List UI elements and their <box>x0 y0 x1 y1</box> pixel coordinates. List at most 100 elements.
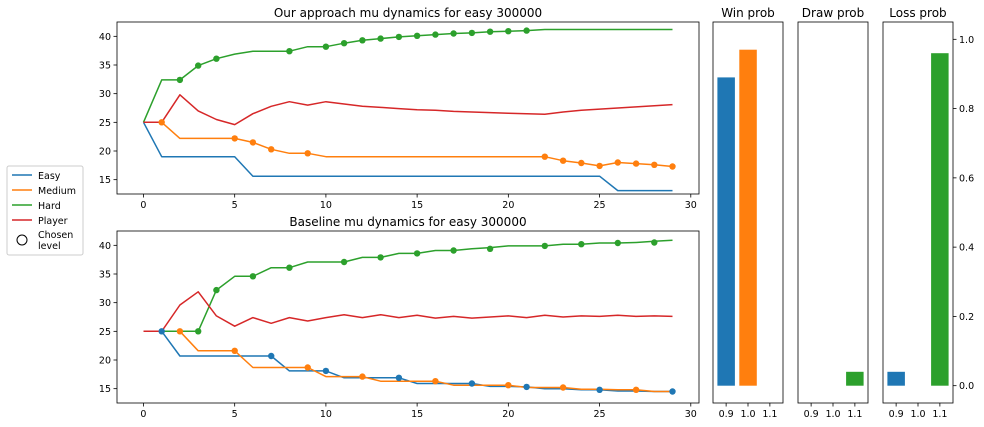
x-tick-label: 1.1 <box>932 409 947 420</box>
y-tick-label: 20 <box>99 147 111 158</box>
x-tick-label: 10 <box>320 409 332 420</box>
chosen-level-marker <box>268 352 275 360</box>
plot-title: Our approach mu dynamics for easy 300000 <box>274 6 542 20</box>
bottom-plot: Baseline mu dynamics for easy 300000 0 5 10… <box>99 215 700 420</box>
legend-chosen-label: Chosen level <box>38 230 73 252</box>
chosen-level-marker <box>559 157 567 164</box>
chosen-level-marker <box>231 135 238 142</box>
bar-plot-title: Draw prob <box>802 6 864 20</box>
bar-plot-title: Loss prob <box>889 6 946 20</box>
loss-bar-plot: Loss prob 0.9 1.0 1.1 0.0 0.2 0.4 0.6 0.8 1.0 <box>882 6 974 420</box>
chosen-level-marker <box>286 264 293 271</box>
chosen-level-marker <box>413 250 421 257</box>
y-tick-label: 0.2 <box>959 312 974 323</box>
win-bar-plot: Win prob 0.9 1.0 1.1 <box>712 6 784 420</box>
chosen-level-marker <box>359 37 366 44</box>
y-tick-label: 0.6 <box>959 173 974 184</box>
y-tick-label: 40 <box>99 241 111 252</box>
chosen-level-marker <box>268 146 275 153</box>
y-tick-label: 40 <box>99 32 111 43</box>
x-tick-label: 25 <box>594 200 606 211</box>
y-tick-label: 20 <box>99 356 111 367</box>
chosen-level-marker <box>596 162 603 170</box>
y-tick-label: 1.0 <box>959 35 974 46</box>
chosen-level-marker <box>432 378 439 385</box>
chosen-level-marker <box>340 258 348 266</box>
x-tick-label: 0.9 <box>719 409 734 420</box>
chosen-level-marker <box>614 239 621 247</box>
chosen-level-marker <box>249 273 257 280</box>
chosen-level-marker <box>578 241 585 248</box>
series-line-player <box>143 94 673 126</box>
chosen-level-marker <box>486 28 494 35</box>
y-tick-label: 30 <box>99 89 111 100</box>
x-tick-label: 25 <box>594 409 606 420</box>
chosen-level-marker <box>559 384 567 391</box>
chosen-level-marker <box>176 76 184 84</box>
chosen-level-marker <box>486 245 494 252</box>
chosen-level-marker <box>669 388 676 395</box>
chosen-level-marker <box>377 254 384 261</box>
series-line-easy <box>142 121 673 192</box>
chosen-level-marker <box>195 328 202 335</box>
x-tick-label: 1.0 <box>910 409 925 420</box>
chosen-level-marker <box>195 62 202 69</box>
legend-chosen-label-line: level <box>38 241 61 252</box>
chosen-level-marker <box>578 159 585 167</box>
legend-player-label: Player <box>38 216 68 227</box>
chosen-level-marker <box>249 139 257 146</box>
legend-chosen-marker-icon <box>16 234 28 246</box>
plot-frame <box>116 230 700 404</box>
chosen-level-marker <box>158 119 165 126</box>
x-tick-label: 0 <box>140 409 146 420</box>
plot-frame <box>116 21 700 195</box>
chosen-level-marker <box>304 364 311 371</box>
bar-plot-title: Win prob <box>721 6 775 20</box>
x-tick-label: 0 <box>140 200 146 211</box>
chosen-level-marker <box>286 48 293 55</box>
y-tick-label: 25 <box>99 118 111 129</box>
x-tick-label: 20 <box>502 200 514 211</box>
series-line-hard <box>142 28 673 123</box>
legend-chosen-label-line: Chosen <box>38 230 73 241</box>
chosen-level-marker <box>614 159 621 166</box>
chosen-level-marker <box>468 380 476 387</box>
chosen-level-marker <box>377 35 384 42</box>
chosen-level-marker <box>632 386 640 393</box>
x-tick-label: 1.1 <box>762 409 777 420</box>
chosen-level-marker <box>541 242 548 250</box>
chosen-level-marker <box>359 373 366 380</box>
chosen-level-marker <box>158 328 165 335</box>
y-tick-label: 15 <box>99 384 111 395</box>
x-tick-label: 5 <box>232 409 238 420</box>
chosen-level-marker <box>340 40 348 47</box>
chosen-level-marker <box>304 150 311 157</box>
y-tick-label: 15 <box>99 175 111 186</box>
chosen-level-marker <box>596 386 603 393</box>
chosen-level-marker <box>523 27 530 34</box>
chosen-level-marker <box>395 374 403 381</box>
bar-medium <box>739 49 757 386</box>
x-tick-label: 0.9 <box>804 409 819 420</box>
plot-title: Baseline mu dynamics for easy 300000 <box>289 215 526 229</box>
top-plot: Our approach mu dynamics for easy 300000… <box>99 6 700 211</box>
chosen-level-marker <box>669 163 676 170</box>
legend-medium-label: Medium <box>38 186 76 197</box>
chosen-level-marker <box>213 286 220 294</box>
legend-frame <box>6 165 84 256</box>
x-tick-label: 1.1 <box>847 409 862 420</box>
chosen-level-marker <box>176 328 184 335</box>
bar-hard <box>931 53 949 386</box>
series-line-player <box>143 291 673 333</box>
chosen-level-marker <box>213 55 220 62</box>
chosen-level-marker <box>468 29 476 37</box>
x-tick-label: 15 <box>411 200 423 211</box>
bar-easy <box>887 371 905 386</box>
bar-hard <box>846 371 864 386</box>
draw-bar-plot: Draw prob 0.9 1.0 1.1 <box>797 6 869 420</box>
x-tick-label: 10 <box>320 200 332 211</box>
chosen-level-marker <box>413 32 421 39</box>
chosen-level-marker <box>651 161 658 168</box>
